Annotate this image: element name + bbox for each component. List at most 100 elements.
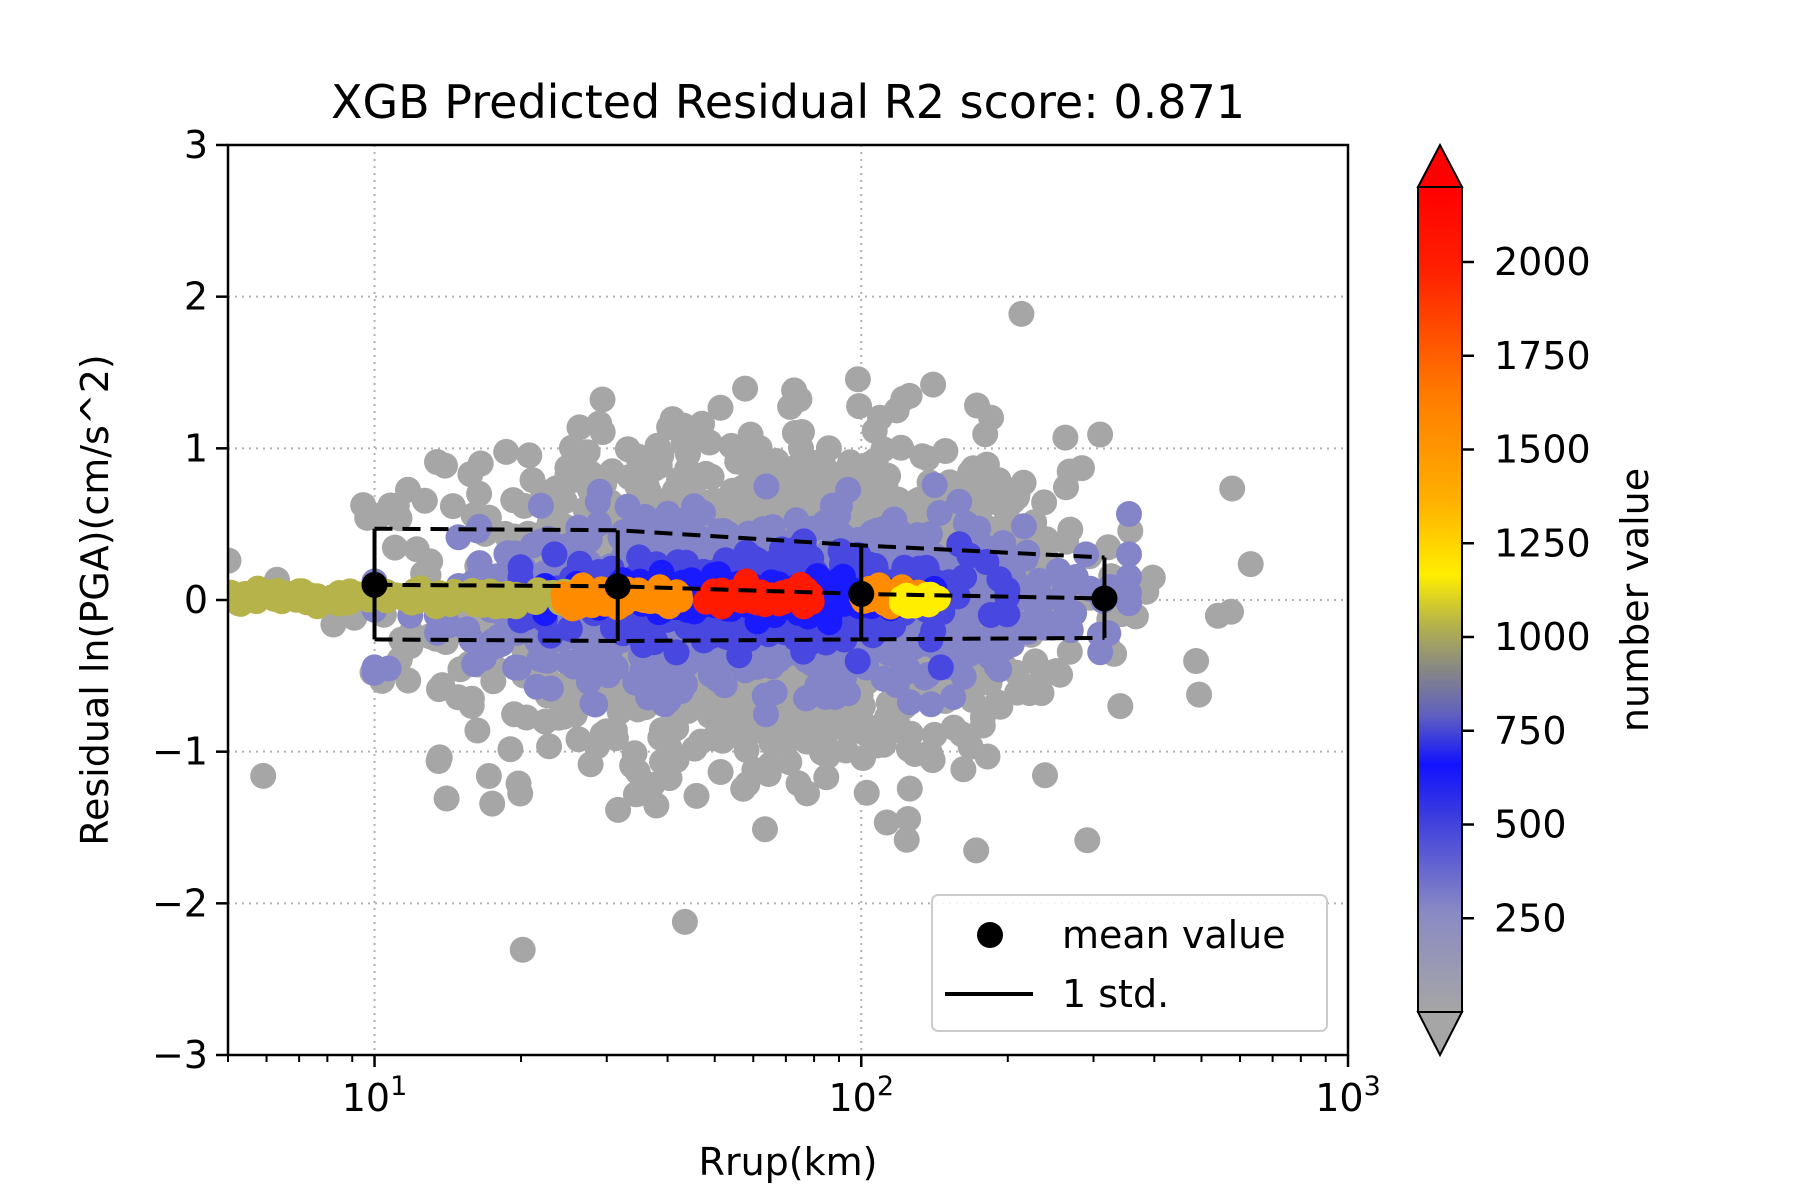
scatter-point xyxy=(638,585,665,611)
scatter-point xyxy=(676,421,703,448)
scatter-point xyxy=(766,590,792,617)
scatter-point xyxy=(505,654,532,681)
y-tick-label: −3 xyxy=(152,1033,208,1077)
scatter-point xyxy=(948,721,975,748)
scatter-point xyxy=(1052,424,1079,451)
scatter-point xyxy=(1219,475,1246,502)
legend-label-std: 1 std. xyxy=(1062,972,1169,1016)
scatter-point xyxy=(927,654,954,681)
scatter-point xyxy=(475,763,502,789)
x-tick-label: 102 xyxy=(828,1071,894,1120)
scatter-point xyxy=(872,474,899,501)
mean-marker xyxy=(361,571,388,598)
scatter-point xyxy=(881,506,908,533)
scatter-point xyxy=(466,480,493,507)
scatter-point xyxy=(751,682,778,709)
colorbar-bottom-extend xyxy=(1416,1011,1464,1058)
colorbar-tick-label: 1250 xyxy=(1494,521,1591,565)
colorbar-tick-label: 500 xyxy=(1494,803,1567,847)
scatter-point xyxy=(439,493,466,520)
scatter-point xyxy=(846,393,873,420)
colorbar: 250 500 750 1000 1250 1500 1750 2000 number val… xyxy=(1416,142,1657,1058)
scatter-point xyxy=(793,685,820,712)
colorbar-tick-label: 750 xyxy=(1494,709,1567,753)
scatter-point xyxy=(790,638,817,665)
std-lower-line xyxy=(374,635,1105,644)
colorbar-body xyxy=(1418,187,1462,1012)
scatter-point xyxy=(228,590,252,617)
scatter-point xyxy=(464,517,491,544)
scatter-point xyxy=(522,583,549,610)
scatter-point xyxy=(624,472,651,499)
scatter-point xyxy=(722,620,749,647)
scatter-point xyxy=(1107,693,1134,720)
scatter-point xyxy=(558,434,585,461)
scatter-point xyxy=(816,609,843,636)
mean-marker xyxy=(604,573,631,600)
scatter-point xyxy=(918,691,944,718)
scatter-point xyxy=(605,796,632,823)
scatter-point xyxy=(781,377,808,404)
scatter-point xyxy=(921,472,948,499)
scatter-point xyxy=(870,665,897,692)
axis-ticks: 101 102 103 3 2 1 0 −1 −2 −3 xyxy=(152,123,1381,1120)
scatter-point xyxy=(1008,300,1035,327)
x-tick-label: 103 xyxy=(1315,1071,1381,1120)
y-tick-label: −1 xyxy=(152,730,208,774)
legend-box xyxy=(931,894,1328,1032)
colorbar-tick-label: 1000 xyxy=(1494,615,1591,659)
scatter-point xyxy=(794,780,820,807)
scatter-point xyxy=(812,683,839,710)
scatter-point xyxy=(746,435,773,462)
scatter-point xyxy=(361,654,388,681)
scatter-point xyxy=(656,735,683,762)
scatter-point xyxy=(969,712,996,739)
scatter-point xyxy=(844,366,871,393)
scatter-point xyxy=(894,655,921,682)
colorbar-tick-label: 1750 xyxy=(1494,334,1591,378)
scatter-point xyxy=(596,655,623,682)
scatter-point xyxy=(726,642,753,669)
scatter-point xyxy=(898,720,924,747)
std-upper-line xyxy=(374,526,1105,560)
scatter-point xyxy=(809,739,835,766)
scatter-point xyxy=(1087,639,1114,666)
scatter-point xyxy=(445,684,472,711)
scatter-point xyxy=(914,445,941,472)
scatter-point xyxy=(275,582,302,609)
scatter-point xyxy=(926,500,953,526)
scatter-point xyxy=(296,582,323,609)
scatter-point xyxy=(386,505,413,532)
scatter-point xyxy=(766,646,792,673)
scatter-point xyxy=(894,592,921,619)
scatter-point xyxy=(774,466,801,493)
scatter-point xyxy=(433,785,460,812)
scatter-point xyxy=(1116,501,1142,527)
scatter-point xyxy=(1000,480,1027,507)
scatter-point xyxy=(832,737,859,764)
scatter-point xyxy=(893,826,920,853)
scatter-point xyxy=(1095,534,1122,561)
scatter-points xyxy=(228,300,1264,963)
scatter-point xyxy=(556,615,583,642)
legend-marker-mean xyxy=(977,922,1003,948)
scatter-point xyxy=(837,449,864,476)
scatter-point xyxy=(485,623,512,650)
scatter-point xyxy=(896,775,923,802)
scatter-point xyxy=(566,414,593,441)
scatter-point xyxy=(585,510,612,537)
scatter-point xyxy=(921,721,948,748)
scatter-point xyxy=(707,759,734,785)
scatter-point xyxy=(599,458,626,485)
scatter-point xyxy=(671,470,697,497)
scatter-point xyxy=(940,684,967,711)
legend: mean value 1 std. xyxy=(931,894,1328,1032)
scatter-point xyxy=(560,593,587,620)
scatter-point xyxy=(897,689,923,716)
scatter-point xyxy=(1087,421,1114,448)
scatter-point xyxy=(1073,541,1099,568)
colorbar-label: number value xyxy=(1613,468,1657,732)
scatter-point xyxy=(733,737,760,763)
scatter-point xyxy=(1045,557,1072,584)
